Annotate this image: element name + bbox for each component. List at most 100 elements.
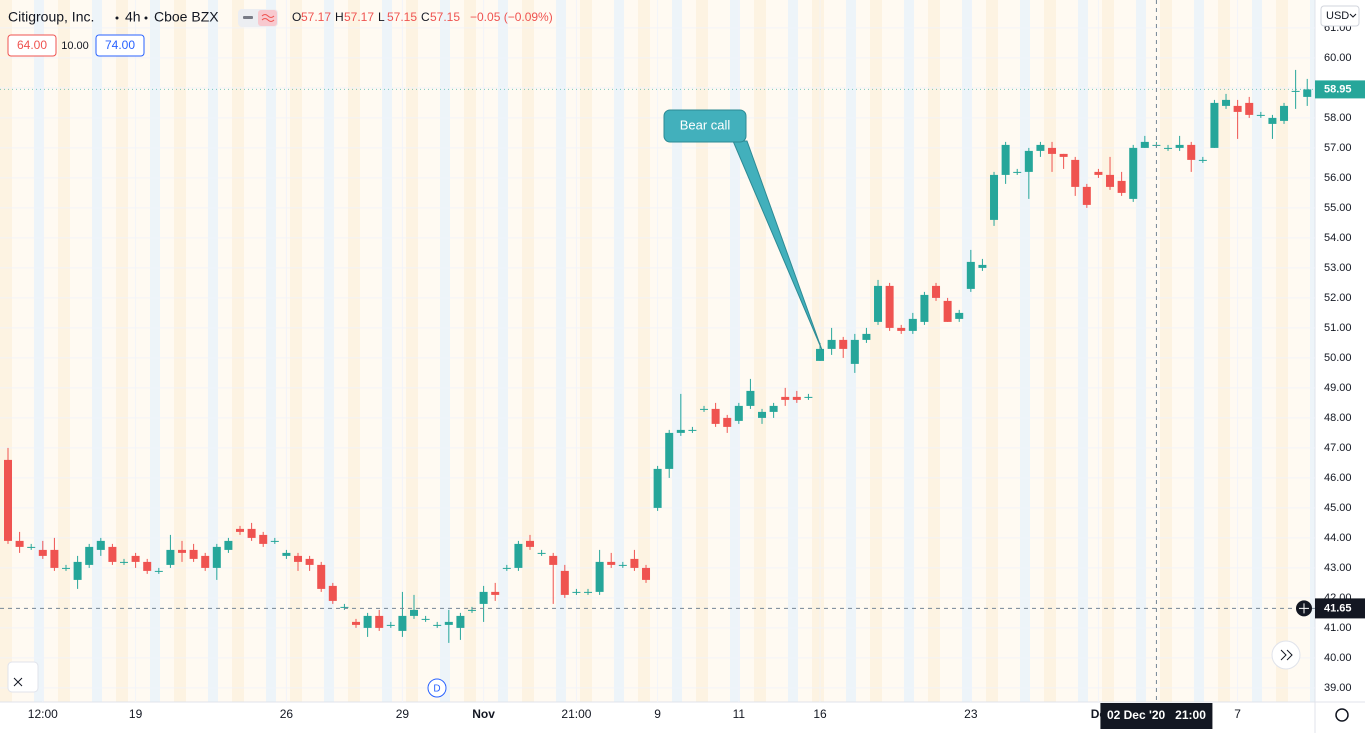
y-tick-label: 41.00 bbox=[1324, 622, 1352, 634]
ohlc-value: 57.15 bbox=[430, 10, 460, 24]
candle-body bbox=[1268, 117, 1277, 124]
candle-body bbox=[990, 174, 999, 220]
icon bbox=[1280, 649, 1293, 661]
candle-body bbox=[433, 624, 442, 626]
icon bbox=[1349, 13, 1357, 18]
icon bbox=[261, 14, 275, 22]
separator bbox=[144, 16, 148, 20]
candle-body bbox=[1280, 105, 1289, 121]
candle-body bbox=[723, 417, 732, 427]
ohlc-key: L bbox=[378, 10, 385, 24]
dividend-marker[interactable] bbox=[427, 678, 447, 698]
candle-body bbox=[73, 561, 82, 580]
candle-body bbox=[386, 624, 395, 626]
candle-body bbox=[792, 396, 801, 400]
x-tick-label: 7 bbox=[1234, 707, 1241, 721]
candle-body bbox=[363, 615, 372, 628]
candle-body bbox=[665, 432, 674, 469]
y-tick-label: 54.00 bbox=[1324, 232, 1352, 244]
candle-body bbox=[897, 327, 906, 331]
candle-body bbox=[746, 390, 755, 406]
icon bbox=[258, 10, 277, 26]
x-tick-label: 16 bbox=[813, 707, 827, 721]
candle-body bbox=[700, 408, 709, 410]
y-tick-label: 50.00 bbox=[1324, 352, 1352, 364]
crosshair-time-badge bbox=[1100, 703, 1213, 729]
candle-body bbox=[607, 561, 616, 565]
candle-body bbox=[120, 561, 129, 563]
ohlc-value: 57.15 bbox=[387, 10, 417, 24]
callout[interactable] bbox=[663, 109, 747, 143]
candle-body bbox=[758, 411, 767, 418]
candle-body bbox=[862, 333, 871, 340]
candle-body bbox=[108, 546, 117, 562]
candle-body bbox=[1175, 144, 1184, 148]
candle-body bbox=[711, 408, 720, 424]
last-price-label: 58.95 bbox=[1324, 83, 1352, 95]
candle-body bbox=[178, 549, 187, 553]
currency: USD bbox=[1326, 10, 1349, 22]
candle-body bbox=[15, 540, 24, 547]
ohlc-value: 57.17 bbox=[344, 10, 374, 24]
candle-body bbox=[282, 552, 291, 556]
candle-body bbox=[908, 318, 917, 331]
indicator-value: 10.00 bbox=[61, 40, 89, 52]
candle-body bbox=[259, 534, 268, 544]
candle-body bbox=[978, 264, 987, 268]
currency-select[interactable] bbox=[1320, 5, 1360, 27]
candle-body bbox=[294, 555, 303, 562]
y-tick-label: 60.00 bbox=[1324, 52, 1352, 64]
candle-body bbox=[781, 396, 790, 400]
candle-body bbox=[328, 585, 337, 601]
change: −0.05 (−0.09%) bbox=[470, 10, 553, 24]
candle-body bbox=[688, 429, 697, 431]
y-tick-label: 44.00 bbox=[1324, 532, 1352, 544]
candle-body bbox=[468, 609, 477, 611]
marker-label: D bbox=[433, 684, 440, 695]
candle-body bbox=[955, 312, 964, 319]
candle-body bbox=[491, 591, 500, 595]
y-tick-label: 58.00 bbox=[1324, 112, 1352, 124]
candle-body bbox=[1187, 144, 1196, 160]
settings-button[interactable] bbox=[1335, 708, 1349, 722]
x-tick-label: 23 bbox=[964, 707, 978, 721]
indicator-value: 74.00 bbox=[105, 38, 135, 52]
y-tick-label: 46.00 bbox=[1324, 472, 1352, 484]
candle-body bbox=[62, 567, 71, 569]
candle-body bbox=[1291, 90, 1300, 92]
candle-body bbox=[1094, 171, 1103, 175]
candle-body bbox=[1036, 144, 1045, 151]
candle-body bbox=[932, 285, 941, 298]
icon bbox=[13, 677, 23, 687]
candle-body bbox=[920, 294, 929, 322]
y-tick-label: 57.00 bbox=[1324, 142, 1352, 154]
crosshair-price-badge bbox=[1315, 598, 1365, 619]
candle-body bbox=[874, 285, 883, 322]
candle-body bbox=[1106, 174, 1115, 187]
indicator-box bbox=[7, 34, 57, 57]
candle-body bbox=[1245, 102, 1254, 115]
x-tick-label: 29 bbox=[396, 707, 410, 721]
candle-body bbox=[943, 300, 952, 322]
candle-body bbox=[212, 546, 221, 568]
candle-body bbox=[456, 615, 465, 628]
candle-body bbox=[410, 609, 419, 616]
candle-body bbox=[236, 528, 245, 532]
ohlc-key: H bbox=[335, 10, 344, 24]
candle-body bbox=[572, 591, 581, 593]
close-button[interactable] bbox=[7, 661, 39, 693]
candle-body bbox=[317, 564, 326, 589]
candle-body bbox=[839, 339, 848, 349]
x-tick-label: 11 bbox=[733, 707, 746, 721]
last-price-badge bbox=[1315, 80, 1365, 99]
candle-body bbox=[549, 555, 558, 565]
crosshair-price-label: 41.65 bbox=[1324, 602, 1352, 614]
candle-body bbox=[560, 570, 569, 595]
candle-body bbox=[305, 558, 314, 565]
time-axis bbox=[0, 702, 1315, 733]
candle-body bbox=[630, 558, 639, 568]
y-tick-label: 45.00 bbox=[1324, 502, 1352, 514]
exchange: Cboe BZX bbox=[154, 9, 219, 25]
